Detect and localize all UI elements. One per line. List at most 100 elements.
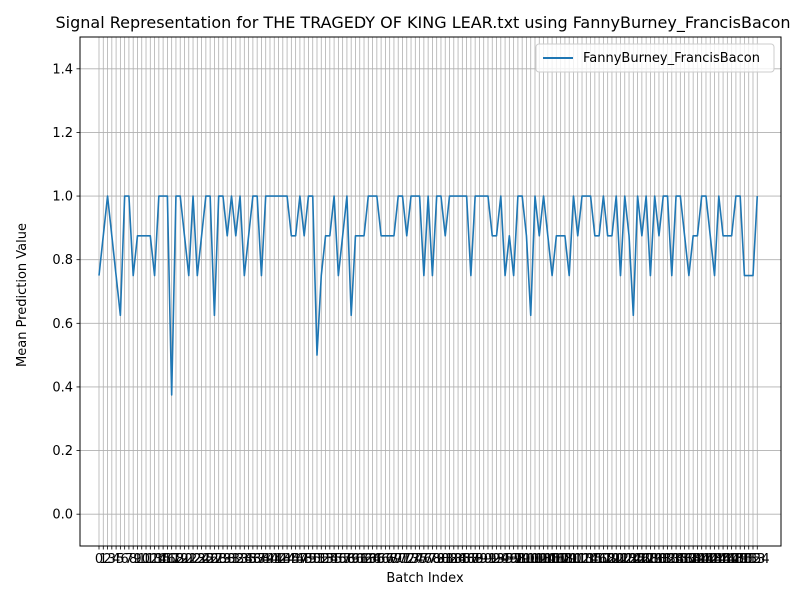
x-tick-label: 31 — [223, 552, 240, 567]
series-line — [98, 195, 759, 396]
x-tick-label: 1 — [99, 552, 107, 567]
x-tick-label: 14 — [151, 552, 168, 567]
x-tick-label: 100 — [514, 552, 539, 567]
x-tick-label: 43 — [275, 552, 292, 567]
x-tick-label: 37 — [249, 552, 266, 567]
x-tick-label: 50 — [304, 552, 321, 567]
x-tick-label: 132 — [651, 552, 676, 567]
x-tick-label: 86 — [458, 552, 475, 567]
y-tick-label: 0.4 — [52, 380, 73, 395]
x-tick-label: 106 — [540, 552, 565, 567]
x-tick-label: 41 — [266, 552, 283, 567]
x-tick-label: 68 — [381, 552, 398, 567]
x-tick-label: 142 — [694, 552, 719, 567]
x-tick-label: 135 — [664, 552, 689, 567]
x-tick-label: 152 — [736, 552, 761, 567]
x-tick-label: 32 — [228, 552, 245, 567]
x-tick-label: 121 — [604, 552, 629, 567]
x-tick-label: 65 — [369, 552, 386, 567]
x-tick-label: 18 — [168, 552, 185, 567]
x-tick-label: 95 — [497, 552, 514, 567]
x-tick-label: 98 — [510, 552, 527, 567]
x-tick-label: 39 — [257, 552, 274, 567]
x-tick-label: 64 — [364, 552, 381, 567]
x-tick-label: 128 — [634, 552, 659, 567]
x-tick-label: 21 — [180, 552, 197, 567]
x-tick-label: 57 — [334, 552, 351, 567]
x-tick-label: 140 — [685, 552, 710, 567]
x-tick-label: 56 — [330, 552, 347, 567]
x-tick-label: 107 — [544, 552, 569, 567]
x-tick-label: 154 — [745, 552, 770, 567]
x-tick-label: 67 — [377, 552, 394, 567]
x-tick-label: 137 — [672, 552, 697, 567]
x-tick-label: 73 — [403, 552, 420, 567]
x-tick-label: 22 — [185, 552, 202, 567]
x-tick-label: 118 — [591, 552, 616, 567]
grid — [80, 37, 781, 546]
x-tick-label: 112 — [565, 552, 590, 567]
chart-title: Signal Representation for THE TRAGEDY OF… — [56, 13, 791, 33]
x-tick-label: 133 — [655, 552, 680, 567]
x-tick-label: 47 — [292, 552, 309, 567]
x-tick-label: 124 — [617, 552, 642, 567]
y-tick-label: 0.8 — [52, 253, 73, 268]
x-tick-label: 20 — [176, 552, 193, 567]
x-tick-label: 147 — [715, 552, 740, 567]
x-tick-label: 58 — [339, 552, 356, 567]
x-tick-label: 87 — [463, 552, 480, 567]
x-tick-label: 40 — [262, 552, 279, 567]
x-tick-label: 60 — [347, 552, 364, 567]
x-tick-label: 111 — [561, 552, 586, 567]
x-tick-label: 48 — [296, 552, 313, 567]
plot-frame — [79, 36, 782, 547]
x-tick-label: 93 — [488, 552, 505, 567]
x-tick-label: 54 — [322, 552, 339, 567]
x-tick-label: 144 — [702, 552, 727, 567]
x-tick-label: 45 — [283, 552, 300, 567]
x-tick-label: 69 — [386, 552, 403, 567]
x-tick-label: 25 — [198, 552, 215, 567]
x-tick-label: 89 — [471, 552, 488, 567]
x-tick-label: 102 — [523, 552, 548, 567]
x-tick-label: 127 — [629, 552, 654, 567]
x-tick-label: 131 — [647, 552, 672, 567]
x-tick-label: 88 — [467, 552, 484, 567]
x-tick-label: 104 — [531, 552, 556, 567]
x-tick-label: 130 — [642, 552, 667, 567]
x-tick-label: 123 — [612, 552, 637, 567]
x-tick-label: 36 — [245, 552, 262, 567]
x-tick-label: 101 — [518, 552, 543, 567]
x-tick-label: 0 — [95, 552, 103, 567]
x-tick-label: 78 — [424, 552, 441, 567]
x-tick-label: 11 — [138, 552, 155, 567]
x-tick-label: 114 — [574, 552, 599, 567]
x-tick-label: 75 — [411, 552, 428, 567]
x-tick-label: 82 — [441, 552, 458, 567]
x-tick-label: 19 — [172, 552, 189, 567]
x-tick-label: 35 — [240, 552, 257, 567]
x-tick-label: 61 — [351, 552, 368, 567]
x-tick-label: 153 — [741, 552, 766, 567]
legend-box — [535, 43, 775, 73]
x-tick-label: 149 — [723, 552, 748, 567]
y-axis-title: Mean Prediction Value — [15, 223, 30, 367]
x-tick-label: 109 — [553, 552, 578, 567]
x-tick-label: 7 — [125, 552, 133, 567]
x-tick-label: 141 — [689, 552, 714, 567]
x-tick-label: 33 — [232, 552, 249, 567]
legend: FannyBurney_FrancisBacon — [535, 43, 775, 73]
x-tick-label: 23 — [189, 552, 206, 567]
x-tick-label: 97 — [505, 552, 522, 567]
x-tick-label: 13 — [146, 552, 163, 567]
x-tick-label: 103 — [527, 552, 552, 567]
x-tick-label: 63 — [360, 552, 377, 567]
x-tick-label: 122 — [608, 552, 633, 567]
x-tick-label: 3 — [108, 552, 116, 567]
x-tick-label: 8 — [129, 552, 137, 567]
x-tick-label: 17 — [163, 552, 180, 567]
x-tick-label: 38 — [253, 552, 270, 567]
series-group — [98, 195, 759, 396]
x-tick-label: 29 — [215, 552, 232, 567]
x-tick-label: 28 — [210, 552, 227, 567]
